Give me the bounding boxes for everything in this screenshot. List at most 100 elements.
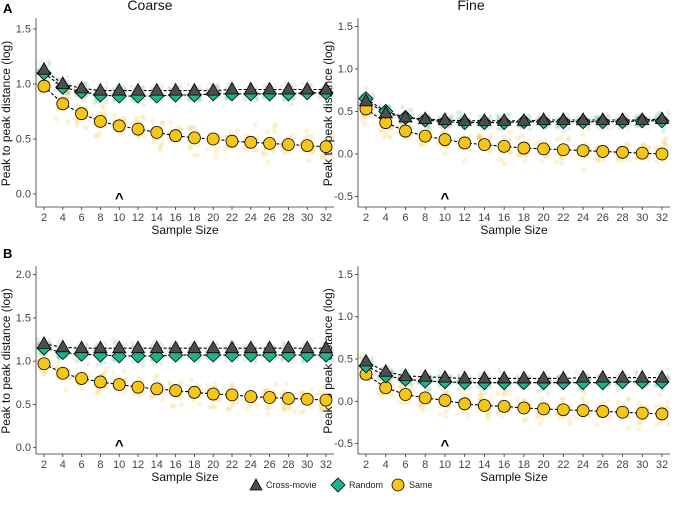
raw-point	[634, 368, 640, 374]
raw-point	[428, 375, 434, 381]
raw-point	[196, 84, 202, 90]
raw-point	[195, 97, 202, 104]
raw-point	[448, 114, 454, 120]
raw-point	[634, 123, 641, 130]
raw-point	[488, 112, 494, 117]
same-point	[517, 141, 531, 155]
raw-point	[447, 123, 453, 128]
raw-point	[150, 340, 157, 346]
same-point	[225, 134, 239, 148]
raw-point	[260, 148, 267, 155]
raw-point	[41, 370, 48, 377]
raw-point	[463, 109, 469, 115]
raw-point	[191, 397, 197, 404]
raw-point	[73, 92, 79, 97]
raw-point	[386, 133, 393, 140]
cross-movie-point	[36, 336, 52, 349]
raw-point	[500, 157, 506, 164]
raw-point	[197, 354, 203, 361]
raw-point	[408, 383, 414, 390]
raw-point	[457, 108, 463, 114]
raw-point	[45, 58, 51, 63]
x-tick-label: 20	[537, 212, 549, 224]
raw-point	[466, 392, 472, 398]
raw-point	[191, 124, 198, 130]
legend: Cross-movie Random Same	[249, 477, 433, 493]
raw-point	[317, 390, 323, 396]
raw-point	[436, 382, 443, 388]
raw-point	[504, 110, 510, 116]
y-tick-label: 0.0	[338, 396, 353, 408]
raw-point	[641, 142, 648, 148]
raw-point	[54, 79, 60, 84]
raw-point	[379, 394, 385, 400]
same-point	[497, 399, 511, 413]
raw-point	[388, 135, 394, 141]
raw-point	[426, 125, 432, 132]
raw-point	[102, 370, 108, 377]
raw-point	[148, 395, 154, 401]
raw-point	[243, 147, 249, 153]
raw-point	[595, 113, 602, 120]
raw-point	[636, 401, 642, 407]
raw-point	[253, 147, 260, 153]
raw-point	[227, 129, 234, 135]
raw-point	[225, 81, 232, 87]
x-axis-title: Sample Size	[480, 470, 548, 484]
x-tick-label: 28	[616, 212, 628, 224]
axes-A-coarse: 0.00.51.01.52 4 6 8 10 12 14 16 18 20 22 24 26 28 30 32…	[0, 18, 334, 237]
caret-marker: ^	[115, 190, 124, 207]
same-point	[169, 384, 183, 397]
same-point	[458, 136, 472, 150]
same-point	[206, 387, 220, 401]
raw-point	[545, 373, 552, 378]
raw-point	[416, 401, 422, 408]
raw-point	[95, 388, 101, 394]
raw-point	[486, 149, 493, 155]
x-tick-label: 10	[439, 459, 451, 471]
raw-point	[637, 419, 643, 425]
raw-point	[83, 124, 89, 130]
raw-point	[537, 420, 544, 427]
raw-point	[635, 426, 641, 432]
raw-point	[301, 407, 308, 414]
raw-point	[154, 373, 160, 379]
raw-point	[79, 385, 85, 391]
raw-point	[186, 343, 192, 348]
raw-point	[110, 87, 116, 93]
raw-point	[271, 149, 277, 155]
cross-movie-point	[300, 81, 315, 95]
raw-point	[398, 384, 404, 390]
raw-point	[497, 114, 504, 121]
raw-point	[196, 401, 202, 407]
raw-point	[426, 123, 432, 129]
raw-point	[605, 112, 611, 118]
raw-point	[579, 395, 585, 401]
x-tick-label: 2	[363, 459, 369, 471]
series-line-cross-movie	[43, 343, 326, 349]
raw-point	[370, 91, 376, 98]
x-tick-label: 18	[518, 212, 530, 224]
same-point	[37, 79, 51, 93]
raw-point	[400, 400, 406, 406]
raw-point	[595, 155, 602, 162]
x-tick-label: 26	[597, 212, 609, 224]
raw-point	[292, 82, 298, 87]
raw-point	[664, 366, 671, 371]
raw-point	[322, 155, 329, 161]
raw-point	[152, 375, 158, 381]
raw-point	[103, 367, 109, 373]
raw-point	[204, 86, 210, 92]
same-point	[187, 131, 201, 145]
raw-point	[419, 141, 425, 147]
cross-movie-point	[635, 112, 650, 125]
raw-point	[213, 154, 220, 160]
raw-point	[84, 343, 90, 348]
raw-point	[99, 103, 106, 109]
cross-movie-point	[243, 340, 258, 354]
legend-cross-movie-triangle-icon	[249, 478, 263, 491]
raw-point	[189, 125, 195, 131]
raw-point	[110, 336, 116, 342]
raw-point	[539, 415, 546, 421]
raw-point	[443, 408, 449, 414]
